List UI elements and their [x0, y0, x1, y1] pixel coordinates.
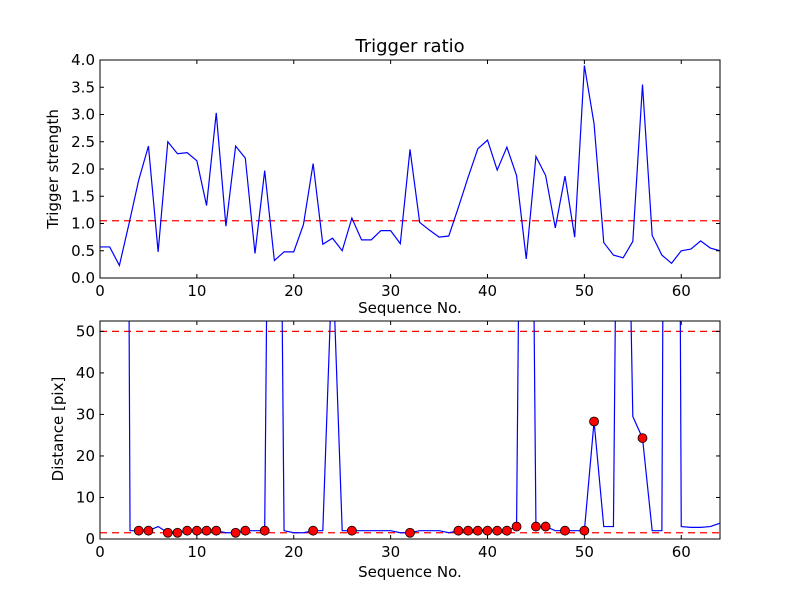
data-point-marker — [230, 527, 241, 538]
data-point-marker — [172, 527, 183, 538]
data-point-marker — [501, 525, 512, 536]
data-point-marker — [182, 525, 193, 536]
y-axis-label-distance: Distance [pix] — [49, 377, 67, 482]
x-tick-label: 10 — [187, 543, 206, 561]
data-point-marker — [453, 525, 464, 536]
y-tick-label: 50 — [76, 322, 95, 340]
x-tick-label: 40 — [478, 543, 497, 561]
data-point-marker — [589, 416, 599, 427]
x-tick-label: 60 — [672, 282, 691, 300]
data-point-marker — [308, 525, 319, 536]
axes-frame — [99, 320, 721, 540]
x-tick-label: 50 — [575, 282, 594, 300]
plot-area — [100, 321, 720, 534]
data-point-marker — [531, 521, 541, 532]
distance-panel: Distance [pix] Sequence No. 0 10 20 30 40 50 6… — [49, 320, 721, 581]
x-tick-label: 40 — [478, 282, 497, 300]
data-point-marker — [482, 525, 493, 536]
x-tick-label: 10 — [187, 282, 206, 300]
plot-area — [100, 65, 720, 268]
data-point-marker — [143, 525, 154, 536]
y-tick-label: 40 — [76, 364, 95, 382]
y-tick-label: 4.0 — [71, 51, 95, 69]
y-tick-label: 3.5 — [71, 78, 95, 96]
data-point-marker — [201, 525, 212, 536]
y-tick-label: 1.5 — [71, 187, 95, 205]
y-tick-label: 10 — [76, 488, 95, 506]
data-point-marker — [637, 433, 648, 443]
data-point-marker — [472, 525, 483, 536]
x-tick-label: 20 — [284, 543, 303, 561]
data-point-marker — [560, 525, 570, 536]
x-tick-label: 20 — [284, 282, 303, 300]
data-point-marker — [405, 527, 415, 538]
data-point-marker — [191, 525, 202, 536]
y-tick-label: 20 — [76, 447, 95, 465]
data-point-marker — [133, 525, 144, 536]
data-point-marker — [511, 521, 522, 532]
data-point-marker — [540, 521, 551, 532]
y-tick-label: 0.0 — [71, 269, 95, 287]
y-axis-label-trigger-strength: Trigger strength — [44, 109, 62, 230]
x-tick-label: 30 — [381, 543, 400, 561]
x-tick-label: 0 — [95, 543, 105, 561]
y-tick-label: 0.5 — [71, 242, 95, 260]
x-axis-label-bottom: Sequence No. — [358, 563, 462, 581]
series-line — [100, 65, 720, 268]
y-tick-label: 2.0 — [71, 160, 95, 178]
data-point-marker — [240, 525, 251, 536]
axes-frame — [99, 59, 721, 279]
y-tick-label: 2.5 — [71, 133, 95, 151]
x-axis-label-top: Sequence No. — [358, 299, 462, 317]
y-tick-label: 0 — [85, 530, 95, 548]
x-tick-label: 60 — [672, 543, 691, 561]
x-tick-label: 30 — [381, 282, 400, 300]
y-tick-label: 30 — [76, 405, 95, 423]
x-tick-label: 50 — [575, 543, 594, 561]
chart-title: Trigger ratio — [354, 36, 464, 57]
x-tick-label: 0 — [95, 282, 105, 300]
data-point-marker — [346, 525, 357, 536]
trigger-ratio-panel: Trigger ratio Trigger strength Sequence … — [44, 36, 721, 317]
data-point-marker — [259, 525, 270, 536]
data-point-marker — [492, 525, 503, 536]
data-point-marker — [162, 527, 173, 538]
y-tick-label: 3.0 — [71, 106, 95, 124]
data-point-marker — [211, 525, 222, 536]
y-tick-label: 1.0 — [71, 215, 95, 233]
data-point-marker — [579, 525, 590, 536]
series-line — [128, 321, 720, 534]
data-point-marker — [463, 525, 474, 536]
